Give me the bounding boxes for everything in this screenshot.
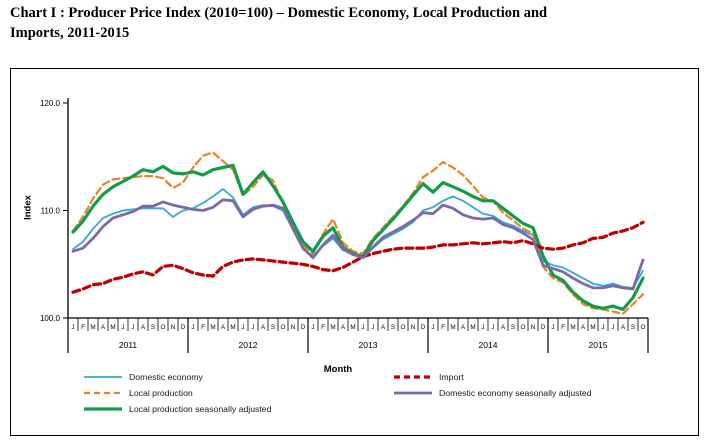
- month-label: J: [241, 324, 244, 331]
- legend-label: Local production seasonally adjusted: [129, 404, 272, 414]
- year-label: 2011: [119, 340, 138, 350]
- month-label: S: [631, 324, 635, 331]
- month-label: M: [110, 324, 115, 331]
- month-label: M: [210, 324, 215, 331]
- month-label: D: [541, 324, 546, 331]
- month-label: N: [411, 324, 416, 331]
- month-label: F: [81, 324, 85, 331]
- month-label: M: [470, 324, 475, 331]
- month-label: D: [421, 324, 426, 331]
- month-label: A: [341, 324, 346, 331]
- month-label: D: [301, 324, 306, 331]
- y-axis-title: Index: [22, 195, 34, 220]
- month-label: J: [551, 324, 554, 331]
- year-label: 2015: [589, 340, 608, 350]
- month-label: J: [131, 324, 134, 331]
- y-tick-label: 100.0: [40, 314, 61, 323]
- month-label: M: [230, 324, 235, 331]
- month-label: A: [461, 324, 466, 331]
- legend-label: Domestic economy: [129, 372, 203, 382]
- month-label: A: [501, 324, 506, 331]
- month-label: F: [321, 324, 325, 331]
- legend-item: Local production seasonally adjusted: [83, 401, 271, 417]
- legend-label: Domestic economy seasonally adjusted: [439, 388, 592, 398]
- month-label: J: [121, 324, 124, 331]
- month-label: S: [391, 324, 395, 331]
- month-label: J: [431, 324, 434, 331]
- legend-column-left: Domestic economy Local production Local pr…: [83, 369, 271, 417]
- month-label: F: [561, 324, 565, 331]
- legend-item: Import: [393, 369, 592, 385]
- series-line-local-production: [71, 151, 645, 315]
- month-label: O: [521, 324, 526, 331]
- month-label: J: [361, 324, 364, 331]
- series-line-local-production-seasonally-adjusted: [71, 163, 645, 311]
- year-label: 2014: [479, 340, 498, 350]
- legend-swatch-local-production-seasonally-adjusted: [84, 407, 122, 411]
- month-label: S: [151, 324, 155, 331]
- month-label: M: [450, 324, 455, 331]
- month-label: M: [350, 324, 355, 331]
- month-label: D: [181, 324, 186, 331]
- month-label: N: [171, 324, 176, 331]
- month-label: A: [221, 324, 226, 331]
- legend-label: Import: [439, 372, 464, 382]
- chart-title: Chart I : Producer Price Index (2010=100…: [10, 5, 548, 41]
- legend-item: Domestic economy seasonally adjusted: [393, 385, 592, 401]
- x-axis-title: Month: [323, 364, 353, 375]
- legend-item: Local production: [83, 385, 271, 401]
- month-label: J: [481, 324, 484, 331]
- month-label: J: [191, 324, 194, 331]
- y-tick-label: 120.0: [40, 99, 61, 108]
- month-label: M: [330, 324, 335, 331]
- month-label: M: [570, 324, 575, 331]
- month-label: S: [271, 324, 275, 331]
- month-label: A: [261, 324, 266, 331]
- y-tick-label: 110.0: [41, 207, 61, 216]
- month-label: O: [161, 324, 166, 331]
- month-label: F: [441, 324, 445, 331]
- month-label: J: [601, 324, 604, 331]
- legend-label: Local production: [129, 388, 193, 398]
- month-label: A: [581, 324, 586, 331]
- month-label: A: [381, 324, 386, 331]
- month-label: O: [401, 324, 406, 331]
- month-label: F: [201, 324, 205, 331]
- month-label: J: [491, 324, 494, 331]
- legend-swatch-import: [394, 375, 432, 379]
- legend-swatch-domestic-economy-seasonally-adjusted: [394, 391, 432, 395]
- month-label: J: [611, 324, 614, 331]
- month-label: O: [641, 324, 646, 331]
- legend-column-right: Import Domestic economy seasonally adjust…: [393, 369, 592, 401]
- month-label: J: [371, 324, 374, 331]
- month-label: J: [311, 324, 314, 331]
- month-label: S: [511, 324, 515, 331]
- month-label: N: [291, 324, 296, 331]
- month-label: M: [90, 324, 95, 331]
- month-label: J: [251, 324, 254, 331]
- month-label: O: [281, 324, 286, 331]
- legend-swatch-local-production: [84, 391, 122, 395]
- month-label: A: [101, 324, 106, 331]
- month-label: J: [71, 324, 74, 331]
- legend-swatch-domestic-economy: [84, 376, 122, 378]
- series-line-domestic-economy-seasonally-adjusted: [71, 198, 645, 291]
- series-line-import: [71, 220, 645, 294]
- chart-box: 100.0 110.0 120.0 J F M A M J J A S O N D J F M A M J J A S O N D J…: [10, 68, 699, 436]
- month-label: M: [590, 324, 595, 331]
- month-label: A: [621, 324, 626, 331]
- month-label: N: [531, 324, 536, 331]
- year-label: 2013: [359, 340, 378, 350]
- year-label: 2012: [239, 340, 258, 350]
- month-label: A: [141, 324, 146, 331]
- legend-item: Domestic economy: [83, 369, 271, 385]
